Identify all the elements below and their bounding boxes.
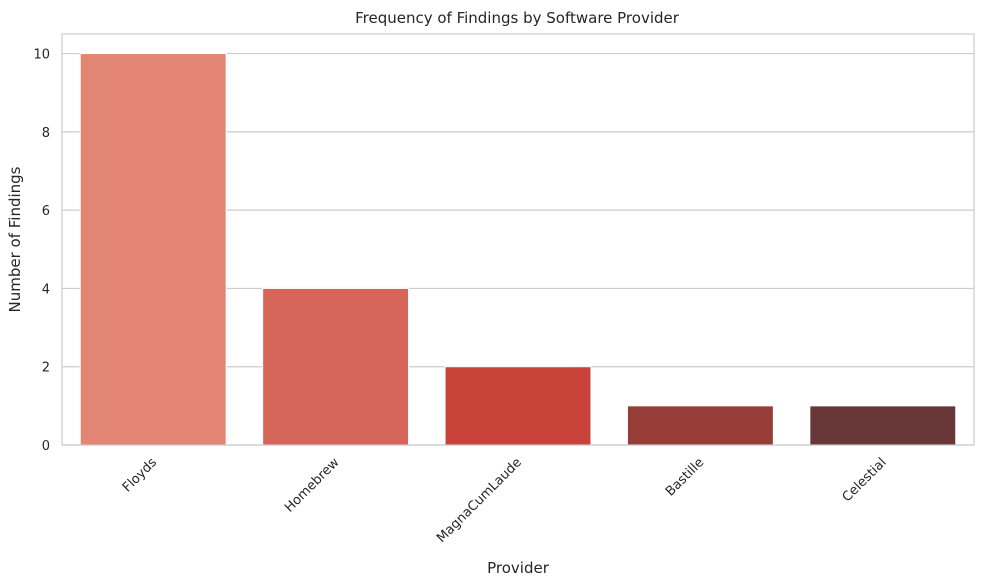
x-tick-label: Floyds	[120, 455, 160, 495]
y-axis-label: Number of Findings	[6, 166, 24, 312]
y-tick-label: 2	[42, 361, 50, 376]
y-tick-label: 4	[42, 282, 50, 297]
chart-title: Frequency of Findings by Software Provid…	[355, 9, 680, 27]
y-tick-label: 0	[42, 439, 50, 454]
y-tick-label: 8	[42, 126, 50, 141]
bar-floyds	[79, 53, 227, 446]
bar-celestial	[809, 405, 957, 446]
bar-bastille	[626, 405, 774, 446]
bar-homebrew	[262, 287, 410, 446]
x-tick-label: Celestial	[840, 455, 890, 505]
y-tick-labels: 0 2 4 6 8 10	[33, 48, 50, 454]
x-axis-label: Provider	[487, 559, 550, 577]
bars-group	[79, 53, 957, 446]
x-tick-labels: Floyds Homebrew MagnaCumLaude Bastille Celes…	[120, 455, 890, 546]
plot-frame	[61, 33, 975, 446]
bar-magnacumlaude	[444, 366, 592, 446]
y-tick-label: 6	[42, 204, 50, 219]
x-tick-label: MagnaCumLaude	[434, 455, 525, 546]
x-tick-label: Bastille	[663, 455, 707, 499]
x-tick-label: Homebrew	[282, 455, 343, 516]
y-tick-label: 10	[33, 48, 50, 63]
